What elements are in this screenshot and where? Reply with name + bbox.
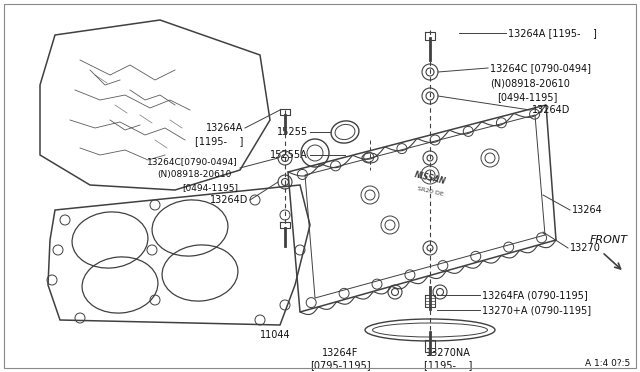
Text: 13264D: 13264D	[532, 105, 570, 115]
Text: (N)08918-20610: (N)08918-20610	[490, 78, 570, 88]
Text: A 1:4 0?:5: A 1:4 0?:5	[585, 359, 630, 368]
Text: 11044: 11044	[260, 330, 291, 340]
Text: (N)08918-20610: (N)08918-20610	[157, 170, 232, 180]
Text: 15255: 15255	[277, 127, 308, 137]
Text: [0494-1195]: [0494-1195]	[182, 183, 238, 192]
Text: 13270: 13270	[570, 243, 601, 253]
Text: [1195-    ]: [1195- ]	[424, 360, 472, 370]
Text: NISSAN: NISSAN	[413, 170, 447, 186]
Text: [1195-    ]: [1195- ]	[195, 136, 243, 146]
Text: 13264: 13264	[572, 205, 603, 215]
Text: 13270+A (0790-1195]: 13270+A (0790-1195]	[482, 305, 591, 315]
Text: 15255A: 15255A	[270, 150, 308, 160]
Text: 13264A [1195-    ]: 13264A [1195- ]	[508, 28, 597, 38]
Text: FRONT: FRONT	[590, 235, 628, 245]
Text: 13264D: 13264D	[210, 195, 248, 205]
Text: 13264A: 13264A	[205, 123, 243, 133]
Text: [0795-1195]: [0795-1195]	[310, 360, 371, 370]
Text: 13270NA: 13270NA	[426, 348, 470, 358]
Text: 13264F: 13264F	[322, 348, 358, 358]
Text: SR20 DE: SR20 DE	[417, 186, 444, 198]
Text: 13264C[0790-0494]: 13264C[0790-0494]	[147, 157, 238, 167]
Text: 13264FA (0790-1195]: 13264FA (0790-1195]	[482, 290, 588, 300]
Text: [0494-1195]: [0494-1195]	[497, 92, 557, 102]
Text: 13264C [0790-0494]: 13264C [0790-0494]	[490, 63, 591, 73]
